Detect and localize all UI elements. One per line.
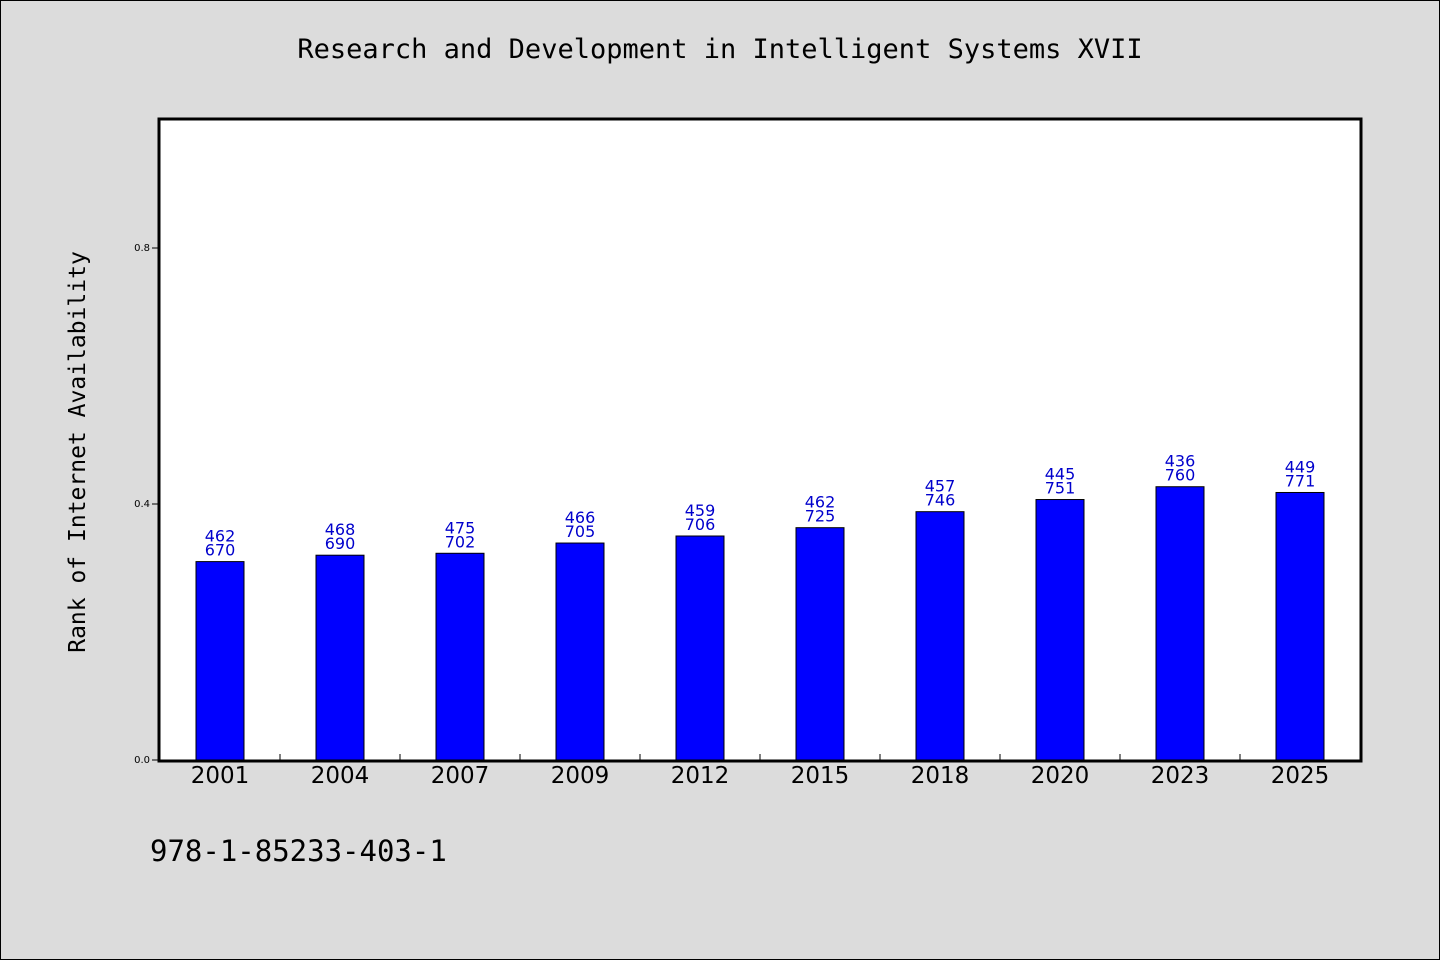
bar-label-top-2015: 462 [805, 493, 836, 512]
bar-label-bottom-2023: 760 [1165, 466, 1196, 485]
bar-label-bottom-2012: 706 [685, 515, 716, 534]
bar-label-top-2007: 475 [445, 518, 476, 537]
bar-2020 [1035, 499, 1085, 761]
bar-2025 [1275, 491, 1325, 761]
bar-label-bottom-2004: 690 [325, 534, 356, 553]
bar-label-top-2020: 445 [1045, 465, 1076, 484]
bar-label-bottom-2020: 751 [1045, 479, 1076, 498]
bar-2004 [315, 554, 365, 761]
x-tick-label-2012: 2012 [671, 763, 730, 789]
x-axis: 2001 2004 2007 2009 2012 2015 2018 2020 2023 2025 [191, 754, 1330, 789]
x-tick-label-2001: 2001 [191, 763, 250, 789]
y-axis-label: Rank of Internet Availability [65, 251, 91, 653]
bar-label-top-2004: 468 [325, 520, 356, 539]
x-tick-label-2007: 2007 [431, 763, 490, 789]
bar-label-top-2012: 459 [685, 501, 716, 520]
data-labels-layer: 4626704686904757024667054597064627254577… [205, 452, 1316, 560]
isbn-code: 978-1-85233-403-1 [150, 834, 447, 868]
bar-2023 [1155, 486, 1205, 761]
bar-2012 [675, 535, 725, 761]
bar-2015 [795, 527, 845, 761]
bar-label-top-2001: 462 [205, 527, 236, 546]
bar-2001 [195, 561, 245, 761]
bar-2018 [915, 511, 965, 761]
y-axis: 0.0 0.4 0.8 [134, 243, 160, 766]
bar-label-bottom-2025: 771 [1285, 471, 1316, 490]
x-tick-label-2004: 2004 [311, 763, 370, 789]
bar-label-top-2018: 457 [925, 477, 956, 496]
bar-2007 [435, 552, 485, 761]
x-tick-label-2009: 2009 [551, 763, 610, 789]
x-tick-label-2025: 2025 [1271, 763, 1330, 789]
bar-label-bottom-2007: 702 [445, 532, 476, 551]
bar-2009 [555, 542, 605, 761]
bar-label-bottom-2009: 705 [565, 522, 596, 541]
chart-title: Research and Development in Intelligent … [297, 34, 1143, 65]
x-tick-label-2015: 2015 [791, 763, 850, 789]
x-tick-label-2020: 2020 [1031, 763, 1090, 789]
x-tick-label-2023: 2023 [1151, 763, 1210, 789]
bar-label-bottom-2015: 725 [805, 507, 836, 526]
y-tick-label-0.8: 0.8 [134, 243, 150, 254]
bar-label-top-2025: 449 [1285, 457, 1316, 476]
bars-layer [195, 486, 1325, 761]
bar-label-top-2023: 436 [1165, 452, 1196, 471]
bar-label-top-2009: 466 [565, 508, 596, 527]
y-tick-label-0.0: 0.0 [134, 755, 150, 766]
x-tick-label-2018: 2018 [911, 763, 970, 789]
y-tick-label-0.4: 0.4 [134, 499, 150, 510]
bar-label-bottom-2018: 746 [925, 491, 956, 510]
bar-label-bottom-2001: 670 [205, 541, 236, 560]
